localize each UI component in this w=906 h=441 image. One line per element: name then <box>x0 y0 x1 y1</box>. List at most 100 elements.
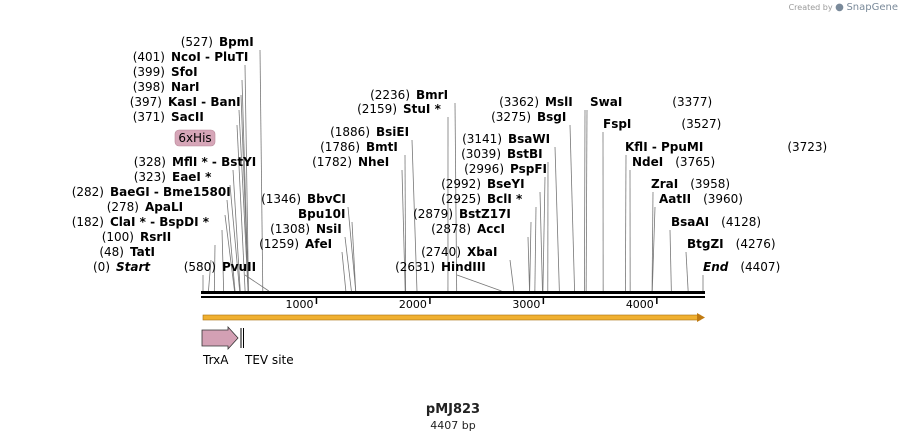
site-label[interactable]: BsaAI (4128) <box>671 215 761 229</box>
site-label[interactable]: StuI * (2159) <box>357 102 441 116</box>
site-name: MflI * - BstYI <box>172 155 256 169</box>
site-position: (399) <box>133 65 165 79</box>
site-name: ApaLI <box>145 200 183 214</box>
site-label[interactable]: NdeI (3765) <box>632 155 715 169</box>
site-label[interactable]: BmtI (1786) <box>320 140 398 154</box>
site-label[interactable]: Bpu10I <box>298 207 345 221</box>
site-name: BmrI <box>416 88 448 102</box>
site-label[interactable]: BaeGI - Bme1580I (282) <box>72 185 231 199</box>
site-leader <box>404 154 407 292</box>
site-position: (398) <box>133 80 165 94</box>
site-position: (2236) <box>370 88 410 102</box>
site-label[interactable]: MflI * - BstYI (328) <box>134 155 257 169</box>
site-label[interactable]: RsrII (100) <box>102 230 172 244</box>
backbone <box>201 291 705 298</box>
site-leader <box>341 251 347 292</box>
site-name: BseYI <box>487 177 525 191</box>
site-label[interactable]: HindIII (2631) <box>395 260 486 274</box>
site-leader <box>624 154 627 292</box>
site-position: (182) <box>72 215 104 229</box>
site-leader <box>232 169 241 292</box>
site-label[interactable]: ZraI (3958) <box>651 177 730 191</box>
site-leader <box>584 109 586 292</box>
site-label[interactable]: BmrI (2236) <box>370 88 448 102</box>
site-label[interactable]: BstZ17I (2879) <box>413 207 511 221</box>
site-name: NdeI <box>632 155 663 169</box>
site-label[interactable]: BseYI (2992) <box>441 177 525 191</box>
site-name: BsaAI <box>671 215 709 229</box>
site-name: NsiI <box>316 222 342 236</box>
site-label[interactable]: MslI (3362) <box>499 95 573 109</box>
site-name: PvuII <box>222 260 256 274</box>
site-label[interactable]: SacII (371) <box>133 110 204 124</box>
site-leader <box>585 109 588 292</box>
site-label[interactable]: BsaWI (3141) <box>462 132 550 146</box>
site-label[interactable]: PvuII (580) <box>184 260 256 274</box>
site-position: (371) <box>133 110 165 124</box>
site-leader <box>240 94 249 292</box>
site-label[interactable]: NarI (398) <box>133 80 200 94</box>
site-leader <box>236 124 246 292</box>
snapgene-credit: Created by ● SnapGene <box>789 2 898 13</box>
site-name: BstBI <box>507 147 543 161</box>
site-label[interactable]: BclI * (2925) <box>441 192 523 206</box>
site-name: TatI <box>130 245 155 259</box>
site-name: NheI <box>358 155 389 169</box>
site-label[interactable]: ApaLI (278) <box>107 200 183 214</box>
snapgene-logo-icon: ● <box>835 2 844 13</box>
site-leader <box>238 109 249 292</box>
site-name: BclI * <box>487 192 523 206</box>
site-label[interactable]: KasI - BanI (397) <box>130 95 241 109</box>
site-name: SfoI <box>171 65 198 79</box>
site-label[interactable]: NheI (1782) <box>312 155 389 169</box>
site-position: (1782) <box>312 155 352 169</box>
site-position: (4276) <box>736 237 776 251</box>
site-name: NcoI - PluTI <box>171 50 248 64</box>
site-label[interactable]: Start (0) <box>93 260 151 274</box>
site-leader <box>542 176 546 292</box>
site-name: End <box>703 260 729 274</box>
site-name: NarI <box>171 80 200 94</box>
site-label[interactable]: NsiI (1308) <box>270 222 342 236</box>
site-label[interactable]: End (4407) <box>703 260 780 274</box>
tev-site-feature[interactable] <box>240 328 244 348</box>
orf-arrow[interactable] <box>202 313 705 322</box>
trxa-feature[interactable] <box>201 325 239 351</box>
site-position: (2631) <box>395 260 435 274</box>
site-label[interactable]: BstBI (3039) <box>461 147 543 161</box>
site-label[interactable]: BtgZI (4276) <box>687 237 776 251</box>
site-position: (282) <box>72 185 104 199</box>
credit-text: Created by <box>788 3 833 12</box>
his-tag-feature[interactable]: 6xHis <box>174 129 216 147</box>
trxa-label: TrxA <box>202 353 229 367</box>
site-leader <box>213 244 216 292</box>
site-leader-lines <box>202 49 704 292</box>
site-label[interactable]: EaeI * (323) <box>134 170 212 184</box>
site-labels: BpmI (527)NcoI - PluTI (401) SfoI (399) NarI (… <box>72 35 828 274</box>
site-label[interactable]: KflI - PpuMI (3723) <box>625 140 827 154</box>
site-label[interactable]: ClaI * - BspDI * (182) <box>72 215 210 229</box>
site-label[interactable]: BbvCI (1346) <box>261 192 346 206</box>
site-label[interactable]: SfoI (399) <box>133 65 198 79</box>
site-label[interactable]: AccI (2878) <box>431 222 505 236</box>
site-leader <box>454 102 458 292</box>
site-name: EaeI * <box>172 170 212 184</box>
site-label[interactable]: PspFI (2996) <box>464 162 547 176</box>
site-label[interactable]: AatII (3960) <box>659 192 743 206</box>
site-label[interactable]: FspI (3527) <box>603 117 721 131</box>
site-label[interactable]: SwaI (3377) <box>590 95 712 109</box>
site-name: Bpu10I <box>298 207 345 221</box>
site-name: KasI - BanI <box>168 95 241 109</box>
site-label[interactable]: AfeI (1259) <box>259 237 332 251</box>
site-leader <box>244 274 270 292</box>
site-name: BmtI <box>366 140 398 154</box>
site-position: (2992) <box>441 177 481 191</box>
site-position: (2878) <box>431 222 471 236</box>
site-label[interactable]: XbaI (2740) <box>421 245 497 259</box>
site-label[interactable]: BsiEI (1886) <box>330 125 409 139</box>
site-label[interactable]: NcoI - PluTI (401) <box>133 50 249 64</box>
site-label[interactable]: BsgI (3275) <box>491 110 566 124</box>
site-label[interactable]: TatI (48) <box>99 245 155 259</box>
site-label[interactable]: BpmI (527) <box>181 35 254 49</box>
